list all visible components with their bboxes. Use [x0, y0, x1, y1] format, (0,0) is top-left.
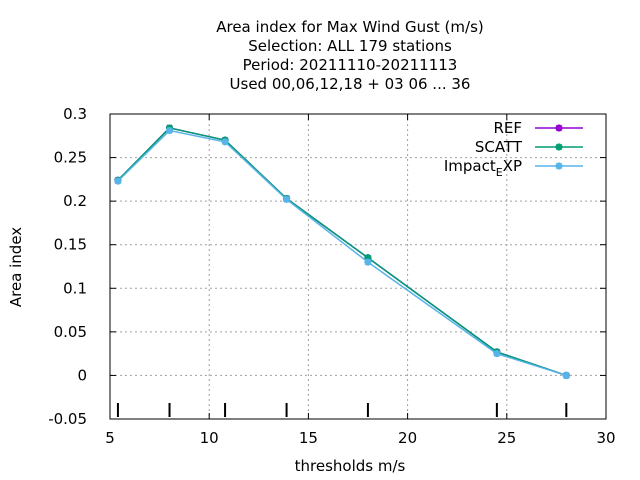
- y-tick-label: 0.25: [54, 149, 87, 167]
- legend-label-impact-exp: ImpactEXP: [444, 157, 522, 179]
- x-tick-label: 5: [105, 429, 115, 447]
- legend-entry-scatt: SCATT: [475, 138, 583, 156]
- threshold-markers: [116, 403, 568, 417]
- x-tick-label: 10: [200, 429, 219, 447]
- x-tick-label: 30: [596, 429, 615, 447]
- x-tick-label: 15: [299, 429, 318, 447]
- legend-marker-ref: [555, 124, 563, 132]
- legend-entry-impact-exp: ImpactEXP: [444, 157, 583, 179]
- data-point-impact-exp: [166, 127, 174, 135]
- data-point-impact-exp: [114, 177, 122, 185]
- legend-marker-impact-exp: [555, 162, 563, 170]
- y-tick-label: -0.05: [48, 410, 87, 428]
- y-tick-label: 0.2: [63, 192, 87, 210]
- title-line-1: Area index for Max Wind Gust (m/s): [216, 18, 484, 36]
- y-tick-label: 0.1: [63, 279, 87, 297]
- plot-frame: [109, 113, 607, 420]
- title-line-4: Used 00,06,12,18 + 03 06 ... 36: [230, 75, 471, 93]
- title-line-2: Selection: ALL 179 stations: [248, 37, 452, 55]
- axis-ticks: [109, 113, 607, 420]
- y-tick-label: 0: [77, 366, 87, 384]
- series-lines: [114, 124, 570, 379]
- data-point-impact-exp: [364, 258, 372, 266]
- data-point-impact-exp: [221, 138, 229, 146]
- y-tick-label: 0.15: [54, 236, 87, 254]
- legend-label-impact-tail: XP: [503, 157, 522, 175]
- data-point-scatt: [364, 254, 372, 262]
- title-line-3: Period: 20211110-20211113: [243, 56, 458, 74]
- legend-label-impact-main: Impact: [444, 157, 496, 175]
- legend-entry-ref: REF: [493, 119, 583, 137]
- legend: REF SCATT ImpactEXP: [444, 119, 583, 179]
- legend-label-ref: REF: [493, 119, 522, 137]
- x-tick-label: 25: [497, 429, 516, 447]
- data-point-impact-exp: [283, 195, 291, 203]
- x-axis-label: thresholds m/s: [295, 457, 406, 475]
- data-point-impact-exp: [493, 350, 501, 358]
- data-point-impact-exp: [562, 371, 570, 379]
- legend-label-impact-sub: E: [496, 166, 503, 179]
- y-axis-label: Area index: [7, 227, 25, 307]
- legend-label-scatt: SCATT: [475, 138, 523, 156]
- y-tick-label: 0.3: [63, 105, 87, 123]
- grid: [110, 114, 606, 419]
- legend-marker-scatt: [555, 143, 563, 151]
- tick-labels: 5 10 15 20 25 30 -0.05 0 0.05 0.1 0.15 0.2 0.25 0.3: [48, 105, 615, 447]
- chart-title: Area index for Max Wind Gust (m/s) Selec…: [216, 18, 484, 93]
- x-tick-label: 20: [398, 429, 417, 447]
- y-tick-label: 0.05: [54, 323, 87, 341]
